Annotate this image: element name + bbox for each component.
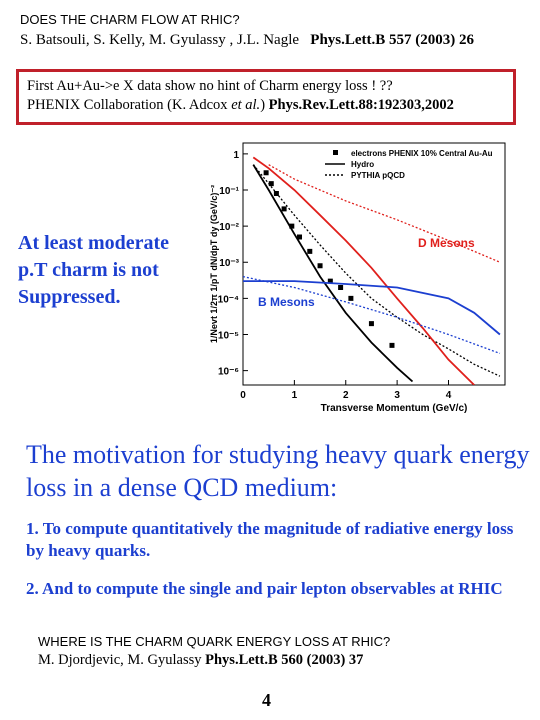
- highlight-box: First Au+Au->e X data show no hint of Ch…: [16, 69, 516, 125]
- curve: [252, 164, 414, 383]
- y-tick-label: 10⁻⁶: [218, 367, 239, 378]
- annotation: B Mesons: [258, 295, 315, 309]
- curve: [243, 280, 501, 336]
- legend-label: PYTHIA pQCD: [351, 171, 405, 180]
- data-point: [368, 321, 374, 327]
- journal: Phys.Lett.B 560 (2003) 37: [205, 652, 364, 668]
- footer-ref: WHERE IS THE CHARM QUARK ENERGY LOSS AT …: [38, 632, 390, 670]
- data-point: [263, 170, 269, 176]
- chart: 1 10⁻¹ 10⁻² 10⁻³ 10⁻⁴ 10⁻⁵ 10⁻⁶ 0 1 2 3 4 Transverse…: [209, 142, 506, 414]
- page-number: 4: [262, 690, 271, 710]
- footer-title: WHERE IS THE CHARM QUARK ENERGY LOSS AT …: [38, 634, 391, 649]
- paren: ): [260, 97, 266, 113]
- legend-label: electrons PHENIX 10% Central Au-Au: [351, 149, 493, 158]
- y-tick-label: 10⁻³: [219, 258, 239, 269]
- x-axis-label: Transverse Momentum (GeV/c): [321, 403, 468, 414]
- journal: Phys.Lett.B 557 (2003) 26: [310, 32, 475, 48]
- data-point: [348, 295, 354, 301]
- y-axis-label: 1/Nevt 1/2π 1/pT dN/dpT dy (GeV/c)⁻²: [209, 185, 219, 343]
- data-point: [389, 342, 395, 348]
- plot-frame: [242, 142, 506, 386]
- x-tick-label: 1: [292, 390, 298, 401]
- side-line: At least moderate: [18, 232, 170, 254]
- y-tick-label: 1: [233, 150, 239, 161]
- curve: [243, 275, 501, 355]
- legend-marker: [333, 150, 338, 155]
- legend-label: Hydro: [351, 160, 374, 169]
- side-note: At least moderate p.T charm is not Suppr…: [18, 230, 169, 311]
- box-line: First Au+Au->e X data show no hint of Ch…: [27, 78, 393, 94]
- x-tick-label: 2: [343, 390, 349, 401]
- data-point: [297, 234, 303, 240]
- footer-authors-line: M. Djordjevic, M. Gyulassy Phys.Lett.B 5…: [38, 651, 390, 670]
- heading: The motivation for studying heavy quark …: [26, 440, 530, 502]
- title: DOES THE CHARM FLOW AT RHIC?: [20, 12, 240, 27]
- y-tick-label: 10⁻⁴: [218, 294, 239, 305]
- data-point: [289, 223, 295, 229]
- etal: et al.: [231, 97, 261, 113]
- authors: S. Batsouli, S. Kelly, M. Gyulassy , J.L…: [20, 32, 300, 48]
- item: 1. To compute quantitatively the magnitu…: [26, 519, 514, 560]
- data-point: [338, 284, 344, 290]
- x-tick-label: 4: [446, 390, 452, 401]
- data-point: [281, 206, 287, 212]
- y-tick-label: 10⁻²: [219, 222, 239, 233]
- curve: [252, 164, 501, 377]
- x-tick-label: 3: [394, 390, 400, 401]
- data-point: [307, 248, 313, 254]
- y-tick-label: 10⁻¹: [219, 186, 239, 197]
- item: 2. And to compute the single and pair le…: [26, 579, 503, 598]
- journal: Phys.Rev.Lett.88:192303,2002: [268, 97, 454, 113]
- side-line: p.T charm is not: [18, 259, 159, 281]
- side-line: Suppressed.: [18, 286, 121, 308]
- collab: PHENIX Collaboration (K. Adcox: [27, 97, 228, 113]
- authors: M. Djordjevic, M. Gyulassy: [38, 652, 202, 668]
- data-point: [317, 263, 323, 269]
- data-point: [327, 278, 333, 284]
- authors-line: S. Batsouli, S. Kelly, M. Gyulassy , J.L…: [20, 32, 474, 49]
- annotation: D Mesons: [418, 236, 475, 250]
- box-line: PHENIX Collaboration (K. Adcox et al.) P…: [27, 96, 505, 115]
- data-point: [268, 181, 274, 187]
- curve: [252, 156, 475, 385]
- y-tick-label: 10⁻⁵: [218, 330, 239, 341]
- x-tick-label: 0: [240, 390, 246, 401]
- curve: [268, 164, 501, 263]
